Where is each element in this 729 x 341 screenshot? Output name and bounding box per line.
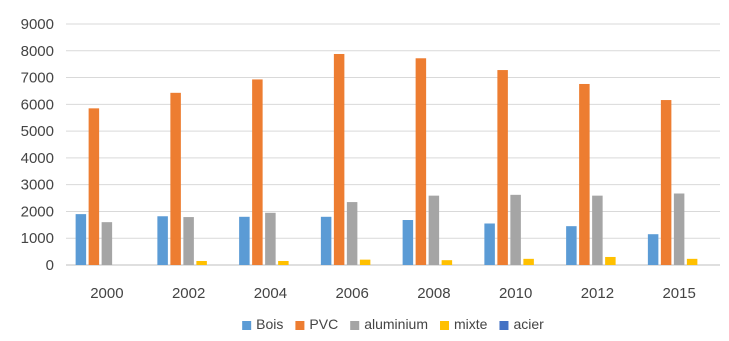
- bar-aluminium-2010: [510, 194, 521, 265]
- bar-PVC-2002: [170, 92, 181, 266]
- bar-PVC-2012: [579, 83, 590, 265]
- bar-aluminium-2004: [265, 212, 276, 265]
- legend-label: Bois: [256, 316, 283, 332]
- bar-mixte-2010: [523, 258, 534, 265]
- legend-label: PVC: [309, 316, 338, 332]
- x-axis-ticks: 2000 2002 2004 2006 2008 2010 2012 2015: [90, 285, 696, 302]
- x-tick-label: 2015: [662, 285, 695, 302]
- legend-label: acier: [513, 316, 544, 332]
- legend-label: aluminium: [364, 316, 428, 332]
- bar-aluminium-2002: [183, 217, 194, 265]
- bars: [75, 53, 698, 266]
- legend: Bois PVC aluminium mixte acier: [242, 316, 544, 332]
- legend-item-Bois: Bois: [242, 316, 283, 332]
- bar-Bois-2000: [75, 214, 87, 265]
- y-tick-label: 4000: [21, 150, 54, 167]
- legend-item-PVC: PVC: [295, 316, 338, 332]
- y-tick-label: 8000: [21, 43, 54, 60]
- x-tick-label: 2010: [499, 285, 532, 302]
- legend-label: mixte: [454, 316, 488, 332]
- bar-mixte-2015: [686, 258, 698, 265]
- y-tick-label: 1000: [21, 230, 54, 247]
- legend-swatch: [350, 321, 360, 330]
- bar-aluminium-2012: [592, 195, 603, 265]
- bar-mixte-2006: [359, 259, 371, 265]
- bar-PVC-2006: [333, 53, 345, 265]
- bar-Bois-2008: [402, 220, 414, 265]
- x-tick-label: 2008: [417, 285, 450, 302]
- y-axis-ticks: 0 1000 2000 3000 4000 5000 6000 7000 8000 9000: [21, 16, 54, 274]
- bar-PVC-2010: [497, 70, 508, 266]
- y-tick-label: 6000: [21, 96, 54, 113]
- y-tick-label: 3000: [21, 177, 54, 194]
- y-tick-label: 0: [46, 257, 54, 274]
- bar-Bois-2010: [484, 223, 495, 265]
- bar-mixte-2002: [196, 260, 207, 265]
- bar-PVC-2000: [88, 108, 100, 265]
- x-tick-label: 2000: [90, 285, 123, 302]
- y-tick-label: 2000: [21, 203, 54, 220]
- bar-PVC-2015: [660, 100, 672, 265]
- bar-aluminium-2000: [101, 222, 113, 265]
- bar-mixte-2004: [278, 260, 289, 265]
- x-tick-label: 2004: [254, 285, 287, 302]
- legend-swatch: [499, 321, 509, 330]
- bar-mixte-2012: [605, 256, 616, 265]
- bar-Bois-2006: [320, 216, 332, 265]
- bar-aluminium-2015: [673, 193, 685, 265]
- legend-swatch: [440, 321, 450, 330]
- legend-swatch: [242, 321, 252, 330]
- legend-item-acier: acier: [499, 316, 544, 332]
- y-tick-label: 7000: [21, 70, 54, 87]
- legend-item-mixte: mixte: [440, 316, 488, 332]
- bar-Bois-2015: [647, 234, 659, 265]
- bar-aluminium-2006: [346, 202, 358, 265]
- legend-swatch: [295, 321, 305, 330]
- bar-aluminium-2008: [428, 195, 440, 265]
- y-tick-label: 5000: [21, 123, 54, 140]
- bar-mixte-2008: [441, 260, 453, 265]
- y-tick-label: 9000: [21, 16, 54, 33]
- bar-Bois-2012: [566, 226, 577, 265]
- x-tick-label: 2006: [335, 285, 368, 302]
- bar-PVC-2008: [415, 58, 427, 265]
- legend-item-aluminium: aluminium: [350, 316, 428, 332]
- x-tick-label: 2012: [581, 285, 614, 302]
- bar-PVC-2004: [252, 79, 263, 266]
- x-tick-label: 2002: [172, 285, 205, 302]
- bar-Bois-2002: [157, 216, 168, 265]
- bar-Bois-2004: [239, 216, 250, 265]
